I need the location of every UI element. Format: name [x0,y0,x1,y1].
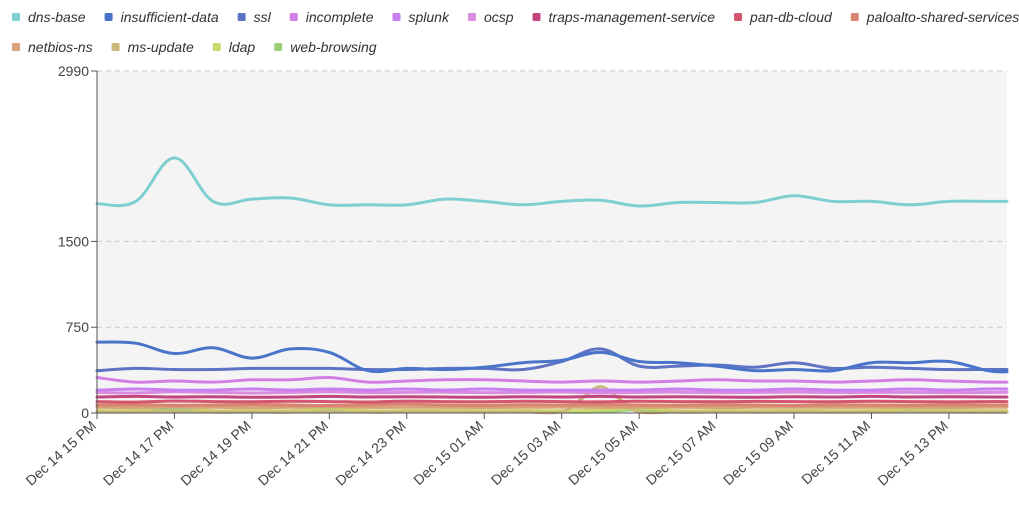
x-tick-label: Dec 14 23 PM [332,417,409,488]
series-line-incomplete[interactable] [95,375,1009,384]
legend-label: web-browsing [290,39,377,55]
legend-label: paloalto-shared-services [866,9,1019,25]
series-line-splunk[interactable] [95,387,1009,392]
series-line-netbios-ns[interactable] [95,405,1009,410]
legend-label: netbios-ns [28,39,93,55]
legend-item-incomplete[interactable]: incomplete [289,9,374,25]
legend-item-traps-management-service[interactable]: traps-management-service [532,9,716,25]
series-line-insufficient-data[interactable] [95,340,1009,374]
axes [96,71,1007,414]
series-lines [95,156,1009,415]
legend-label: insufficient-data [121,9,219,25]
legend-item-web-browsing[interactable]: web-browsing [274,39,377,55]
x-tick-label: Dec 15 03 AM [488,417,564,488]
legend-item-dns-base[interactable]: dns-base [12,9,86,25]
legend-item-pan-db-cloud[interactable]: pan-db-cloud [734,9,833,25]
x-tick-label: Dec 15 01 AM [410,417,486,488]
legend-label: traps-management-service [549,9,716,25]
x-tick-label: Dec 14 21 PM [255,417,332,488]
legend-swatch [289,13,298,21]
legend-swatch [734,13,743,21]
x-tick-label: Dec 14 19 PM [177,417,254,488]
legend-label: ocsp [484,9,514,25]
grid-lines [97,70,1007,328]
legend-label: ldap [229,39,256,55]
legend-item-paloalto-shared-services[interactable]: paloalto-shared-services [850,9,1019,25]
legend-label: ms-update [128,39,194,55]
legend-item-ssl[interactable]: ssl [237,9,272,25]
chart-legend: dns-base insufficient-data ssl incomplete sp… [12,9,1019,55]
series-line-paloalto-shared-services[interactable] [95,402,1009,407]
legend-swatch [12,13,20,21]
legend-swatch [467,13,476,21]
x-tick-label: Dec 14 15 PM [22,417,99,488]
legend-swatch [850,13,859,21]
legend-label: splunk [408,9,449,25]
legend-label: dns-base [28,9,86,25]
legend-swatch [12,43,20,51]
legend-item-ocsp[interactable]: ocsp [467,9,514,25]
legend-swatch [274,43,283,51]
x-tick-label: Dec 15 05 AM [565,417,641,488]
legend-item-ms-update[interactable]: ms-update [111,39,194,55]
y-axis-ticks: 2990 1500 750 0 [58,63,97,421]
y-tick-label: 750 [66,319,90,335]
y-tick-label: 1500 [58,233,89,249]
series-line-traps-management-service[interactable] [95,394,1009,399]
legend-item-ldap[interactable]: ldap [212,39,256,55]
x-tick-label: Dec 15 13 PM [874,417,951,488]
x-tick-label: Dec 15 09 AM [720,417,796,488]
legend-swatch [111,43,120,51]
legend-swatch [532,13,541,21]
legend-swatch [104,13,113,21]
x-tick-label: Dec 15 07 AM [643,417,719,488]
series-line-ocsp[interactable] [95,390,1009,395]
legend-item-splunk[interactable]: splunk [392,9,450,25]
legend-label: ssl [254,9,272,25]
series-line-pan-db-cloud[interactable] [95,399,1009,404]
y-tick-label: 0 [81,405,89,421]
legend-swatch [392,13,401,21]
plot-background [97,71,1007,413]
y-tick-label: 2990 [58,63,89,79]
x-tick-label: Dec 15 11 AM [798,417,873,487]
series-line-dns-base[interactable] [95,156,1009,208]
x-tick-label: Dec 14 17 PM [100,417,177,488]
legend-label: incomplete [306,9,374,25]
legend-label: pan-db-cloud [749,9,833,25]
legend-swatch [237,13,246,21]
legend-swatch [212,43,221,51]
legend-item-insufficient-data[interactable]: insufficient-data [104,9,219,25]
x-axis-ticks: Dec 14 15 PM Dec 14 17 PM Dec 14 19 PM Dec … [22,413,951,489]
legend-item-netbios-ns[interactable]: netbios-ns [12,39,93,55]
series-line-ms-update[interactable] [95,385,1009,415]
